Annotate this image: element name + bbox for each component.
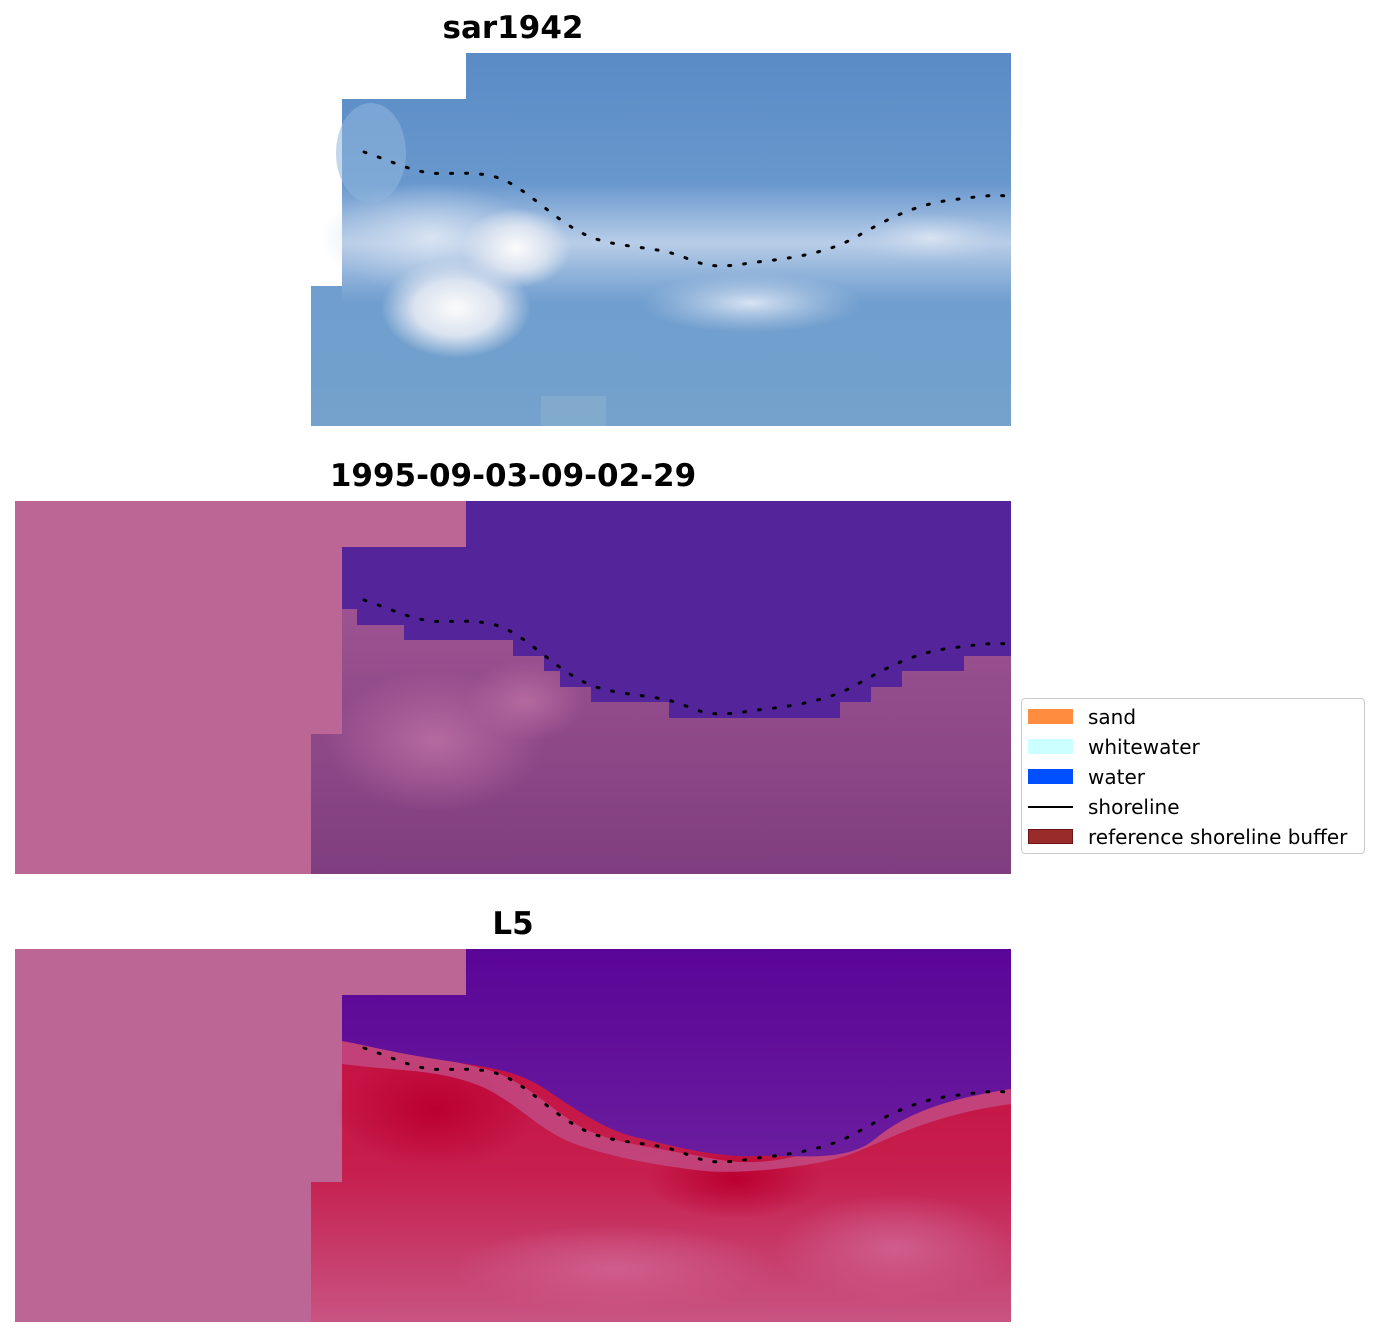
panel-title-classified: 1995-09-03-09-02-29 — [329, 458, 697, 494]
rgb-surf-patch — [641, 273, 861, 333]
legend-item-shoreline: shoreline — [1028, 794, 1358, 819]
sand-swatch — [1028, 709, 1073, 724]
rgb-nearshore-patch — [336, 103, 406, 203]
shoreline — [362, 1046, 1011, 1164]
legend: sand whitewater water shoreline referenc… — [1021, 698, 1365, 854]
legend-item-reference-buffer: reference shoreline buffer — [1028, 824, 1358, 849]
classified-water-area — [342, 501, 1011, 718]
shoreline — [362, 150, 1011, 268]
legend-item-water: water — [1028, 764, 1358, 789]
water-swatch — [1028, 769, 1073, 784]
panel-index: L5 — [0, 896, 1381, 1336]
legend-label: shoreline — [1088, 795, 1180, 819]
reference-buffer-swatch — [1028, 829, 1073, 844]
index-image — [15, 949, 1011, 1322]
land-patch — [465, 661, 585, 741]
whitewater-swatch — [1028, 739, 1073, 754]
legend-label: sand — [1088, 705, 1137, 729]
index-water-area — [342, 949, 1011, 1157]
shoreline — [362, 598, 1011, 716]
shoreline-line-swatch — [1028, 806, 1073, 808]
rgb-surf-patch — [851, 213, 1011, 263]
panel-title-index: L5 — [492, 906, 534, 942]
index-patch — [455, 1224, 775, 1314]
legend-label: water — [1088, 765, 1145, 789]
legend-item-sand: sand — [1028, 704, 1358, 729]
panel-classified: 1995-09-03-09-02-29 — [0, 448, 1381, 888]
classified-image — [15, 501, 1011, 874]
index-patch — [775, 1194, 1011, 1304]
legend-label: whitewater — [1088, 735, 1200, 759]
rgb-surf-patch — [381, 258, 531, 358]
rgb-patch — [541, 396, 606, 426]
panel-title-rgb: sar1942 — [442, 10, 584, 46]
panel-rgb: sar1942 — [0, 0, 1381, 440]
legend-item-whitewater: whitewater — [1028, 734, 1358, 759]
rgb-image — [311, 53, 1011, 426]
legend-label: reference shoreline buffer — [1088, 825, 1348, 849]
